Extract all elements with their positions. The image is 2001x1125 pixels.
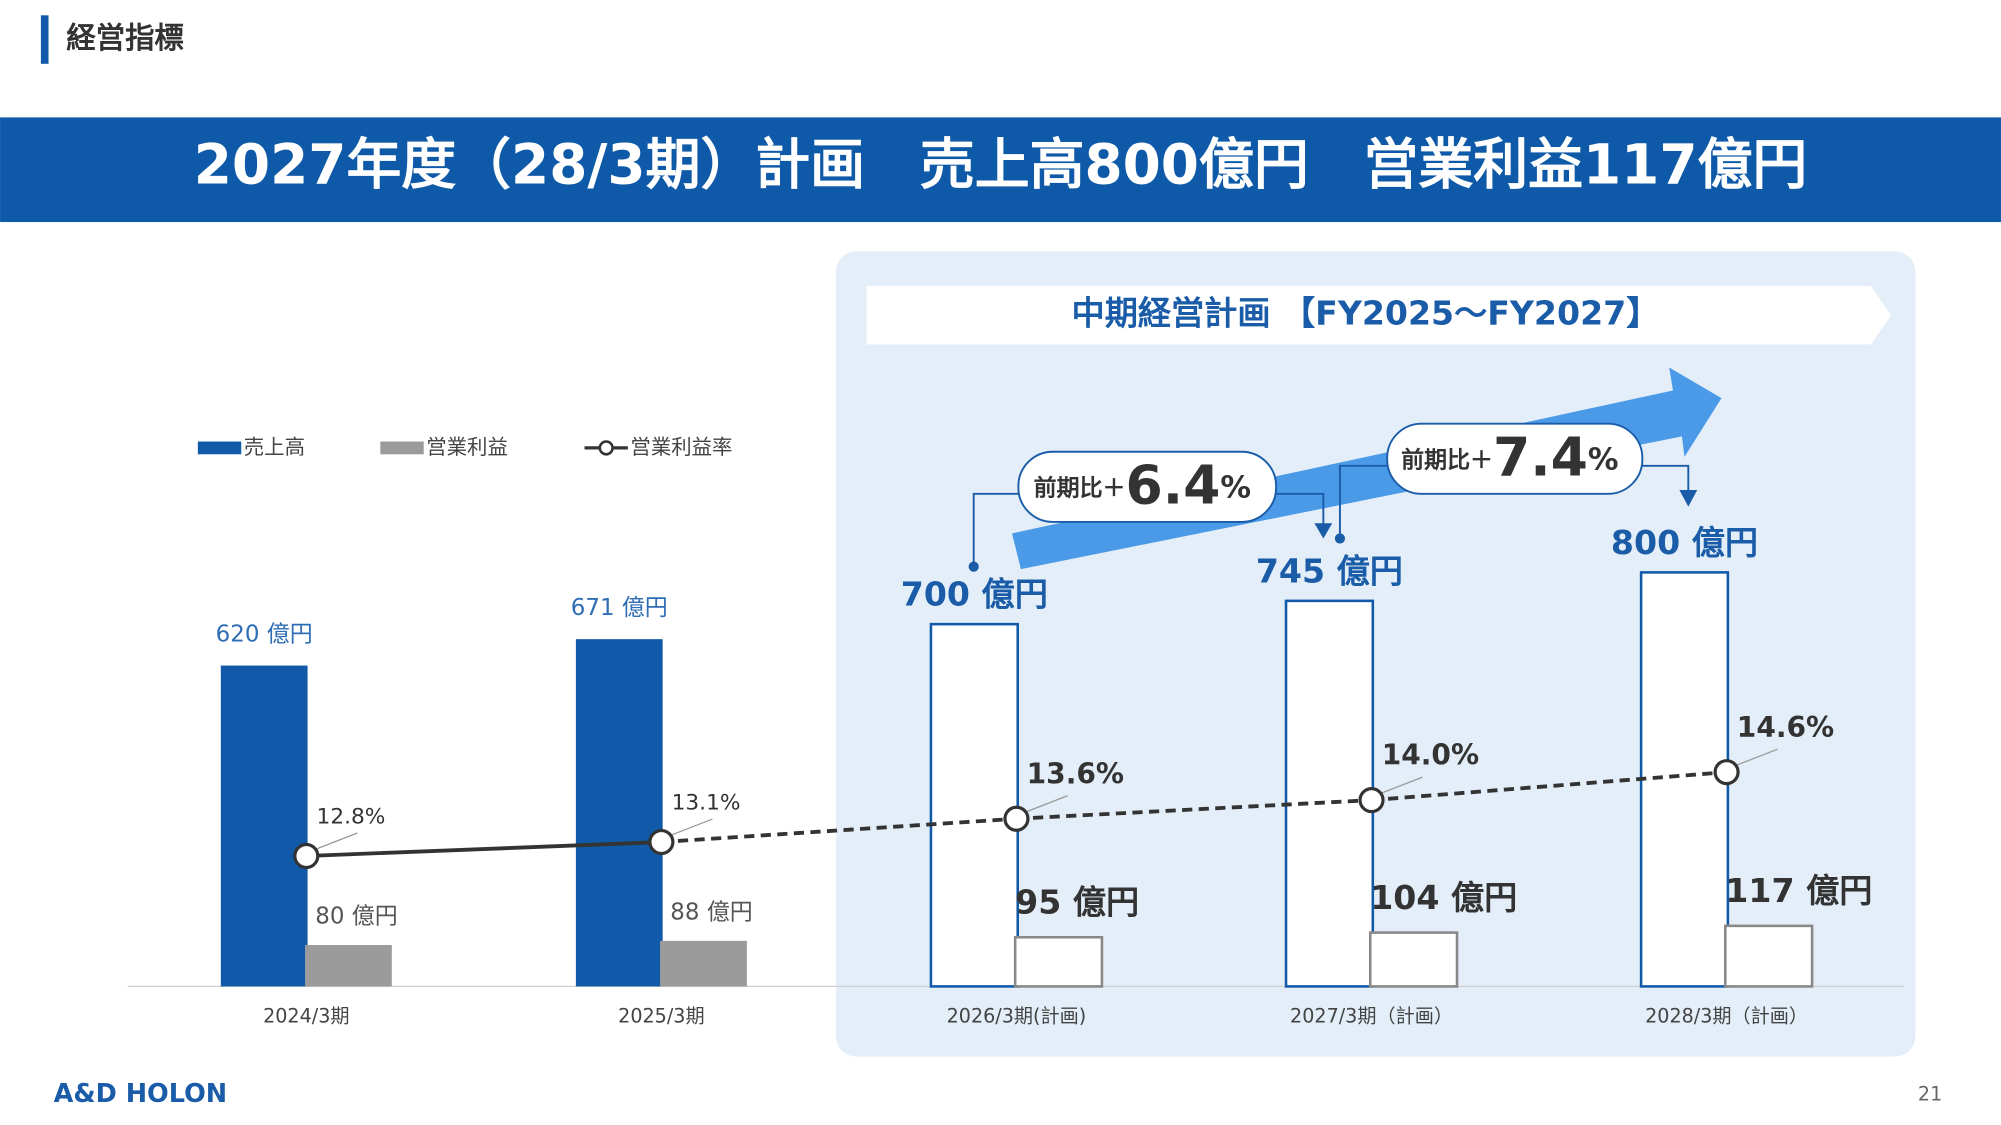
page-number: 21 xyxy=(1918,1082,1942,1105)
legend-marker xyxy=(598,440,614,456)
callout-pill xyxy=(1386,422,1644,495)
legend-swatch xyxy=(197,441,242,455)
callout-value: 6.4 xyxy=(1125,453,1220,516)
bar xyxy=(575,639,663,987)
callout-unit: % xyxy=(1220,470,1251,505)
line-point xyxy=(1003,805,1030,832)
line-label: 13.1% xyxy=(672,791,741,816)
x-tick-label: 2028/3期（計画） xyxy=(1645,1005,1808,1028)
x-tick-label: 2026/3期(計画) xyxy=(947,1005,1087,1028)
bar-label: 88 億円 xyxy=(670,899,752,925)
legend-label: 営業利益率 xyxy=(630,435,732,459)
legend-swatch xyxy=(380,441,424,455)
banner-title: 2027年度（28/3期）計画 売上高800億円 営業利益117億円 xyxy=(194,133,1807,197)
x-tick-label: 2027/3期（計画） xyxy=(1290,1005,1453,1028)
callout: 前期比＋7.4% xyxy=(1401,425,1618,488)
x-tick-label: 2025/3期 xyxy=(618,1005,704,1028)
logo: A&D HOLON xyxy=(54,1079,228,1109)
legend-label: 営業利益 xyxy=(426,435,508,459)
label-leader xyxy=(666,818,713,838)
line-segment xyxy=(306,840,662,858)
line-label: 13.6% xyxy=(1027,757,1124,790)
bar-label: 104 億円 xyxy=(1370,878,1517,917)
label-leader xyxy=(1376,776,1423,796)
bar-label: 117 億円 xyxy=(1725,871,1872,910)
callout-markers xyxy=(968,490,1698,572)
callout-value: 7.4 xyxy=(1493,425,1588,488)
bar-label: 800 億円 xyxy=(1611,523,1758,562)
line-segment xyxy=(1016,798,1372,821)
plan-banner xyxy=(866,285,1892,345)
callout-prefix: 前期比＋ xyxy=(1401,446,1493,473)
line-segment xyxy=(661,816,1017,844)
line-point xyxy=(1358,787,1385,814)
line-label: 14.0% xyxy=(1382,739,1479,772)
line-point xyxy=(1713,759,1740,786)
callout-unit: % xyxy=(1588,442,1619,477)
bar xyxy=(929,622,1020,988)
bar-label: 95 億円 xyxy=(1015,883,1139,922)
bar xyxy=(1013,935,1104,988)
callout-pill xyxy=(1017,450,1278,523)
bar xyxy=(305,945,392,987)
bar xyxy=(1284,599,1375,988)
line-segment xyxy=(1371,770,1727,803)
label-leader xyxy=(1021,795,1068,815)
bar-label: 80 億円 xyxy=(315,903,397,929)
banner xyxy=(0,117,2001,223)
section-title: 経営指標 xyxy=(66,21,184,55)
bar xyxy=(1368,931,1459,988)
bar xyxy=(1724,924,1814,988)
bar-label: 671 億円 xyxy=(571,595,668,621)
bar-label: 620 億円 xyxy=(216,621,313,647)
callout: 前期比＋6.4% xyxy=(1034,453,1251,516)
plan-title: 中期経営計画 【FY2025～FY2027】 xyxy=(1072,294,1660,333)
legend-label: 売上高 xyxy=(244,435,305,459)
line-point xyxy=(648,828,675,856)
bar-label: 745 億円 xyxy=(1256,551,1403,590)
bar-label: 700 億円 xyxy=(901,575,1048,614)
label-leader xyxy=(311,832,358,852)
line-label: 12.8% xyxy=(317,805,386,830)
bar xyxy=(220,665,308,987)
bar xyxy=(660,940,747,987)
callout-prefix: 前期比＋ xyxy=(1034,474,1126,501)
line-label: 14.6% xyxy=(1737,711,1834,744)
callout-connectors xyxy=(972,464,1690,566)
section-marker xyxy=(40,15,49,64)
x-tick-label: 2024/3期 xyxy=(263,1005,349,1028)
line-point xyxy=(293,842,320,870)
label-leader xyxy=(1731,748,1778,768)
